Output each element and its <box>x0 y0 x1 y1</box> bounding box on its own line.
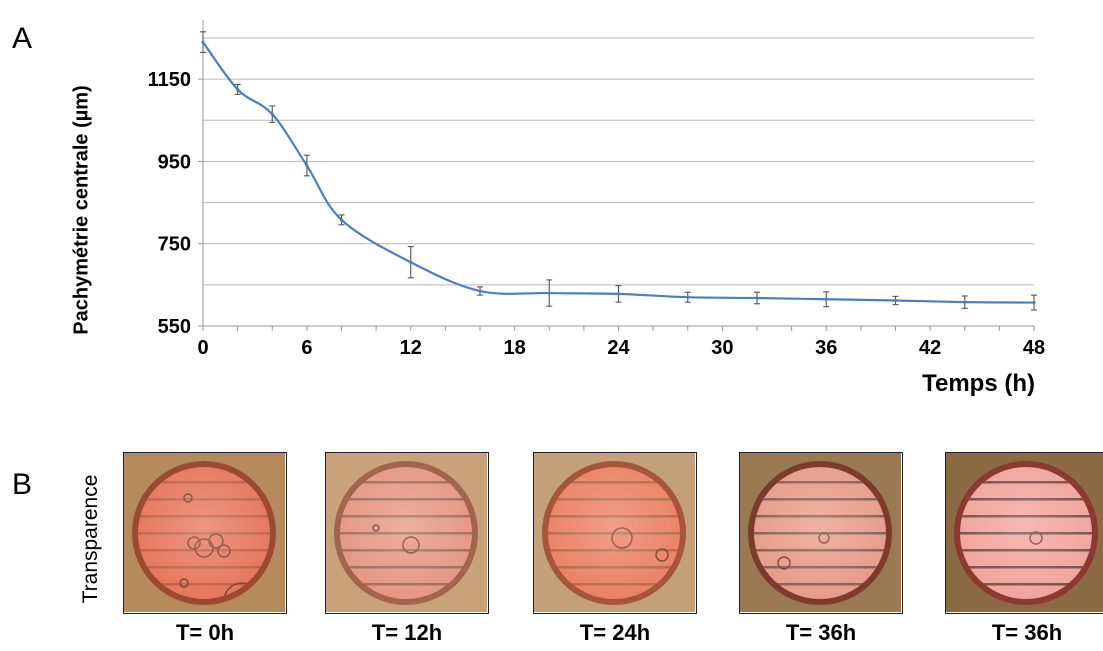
x-tick-label: 36 <box>815 337 837 359</box>
data-point <box>686 295 690 299</box>
data-point <box>270 112 274 116</box>
data-point <box>305 163 309 168</box>
y-tick-label: 750 <box>158 234 191 256</box>
x-tick-label: 48 <box>1023 337 1045 359</box>
data-point <box>201 40 205 44</box>
cornea-image <box>945 452 1103 614</box>
y-tick-label: 550 <box>158 316 191 338</box>
x-tick-label: 6 <box>301 337 312 359</box>
thickness-line-chart: 550 750 950 1150 0 6 12 18 24 30 36 42 48 <box>148 20 1045 359</box>
data-point <box>478 289 482 293</box>
image-caption: T= 0h <box>175 620 235 645</box>
image-caption: T= 12h <box>371 620 443 645</box>
y-axis-label: Pachymétrie centrale (µm) <box>70 85 93 335</box>
transparency-label-container: Transparence <box>74 450 108 628</box>
data-point <box>409 260 413 264</box>
cornea-image <box>123 452 287 614</box>
x-tick-label: 18 <box>504 337 526 359</box>
image-caption: T= 36h <box>991 620 1063 645</box>
cornea-photo <box>326 453 487 612</box>
data-point <box>236 87 240 92</box>
series-line <box>202 41 1035 304</box>
panel-label-a: A <box>12 22 33 55</box>
x-tick-label: 30 <box>711 337 733 359</box>
cornea-photo <box>124 453 285 612</box>
transparency-label: Transparence <box>79 474 102 604</box>
x-tick-label: 0 <box>197 337 208 359</box>
data-point <box>616 292 621 296</box>
cornea-image <box>533 452 697 614</box>
data-point <box>1032 300 1036 305</box>
x-tick-label: 12 <box>400 337 422 359</box>
x-axis-label: Temps (h) <box>922 370 1035 397</box>
data-point <box>755 296 759 300</box>
cornea-image <box>325 452 489 614</box>
cornea-photo <box>534 453 695 612</box>
x-tick-label: 24 <box>607 337 630 359</box>
cornea-photo <box>740 453 901 612</box>
y-tick-label: 950 <box>158 151 191 173</box>
cornea-image <box>739 452 903 614</box>
image-caption: T= 24h <box>579 620 651 645</box>
panel-label-b: B <box>12 468 33 501</box>
y-tick-label: 1150 <box>148 69 191 91</box>
data-point <box>893 298 898 303</box>
data-point <box>963 300 967 304</box>
data-point <box>824 297 828 301</box>
y-axis-label-container: Pachymétrie centrale (µm) <box>62 60 102 360</box>
cornea-photo <box>946 453 1103 612</box>
data-point <box>547 291 551 295</box>
data-point <box>339 218 344 222</box>
x-tick-label: 42 <box>919 337 941 359</box>
image-caption: T= 36h <box>785 620 857 645</box>
